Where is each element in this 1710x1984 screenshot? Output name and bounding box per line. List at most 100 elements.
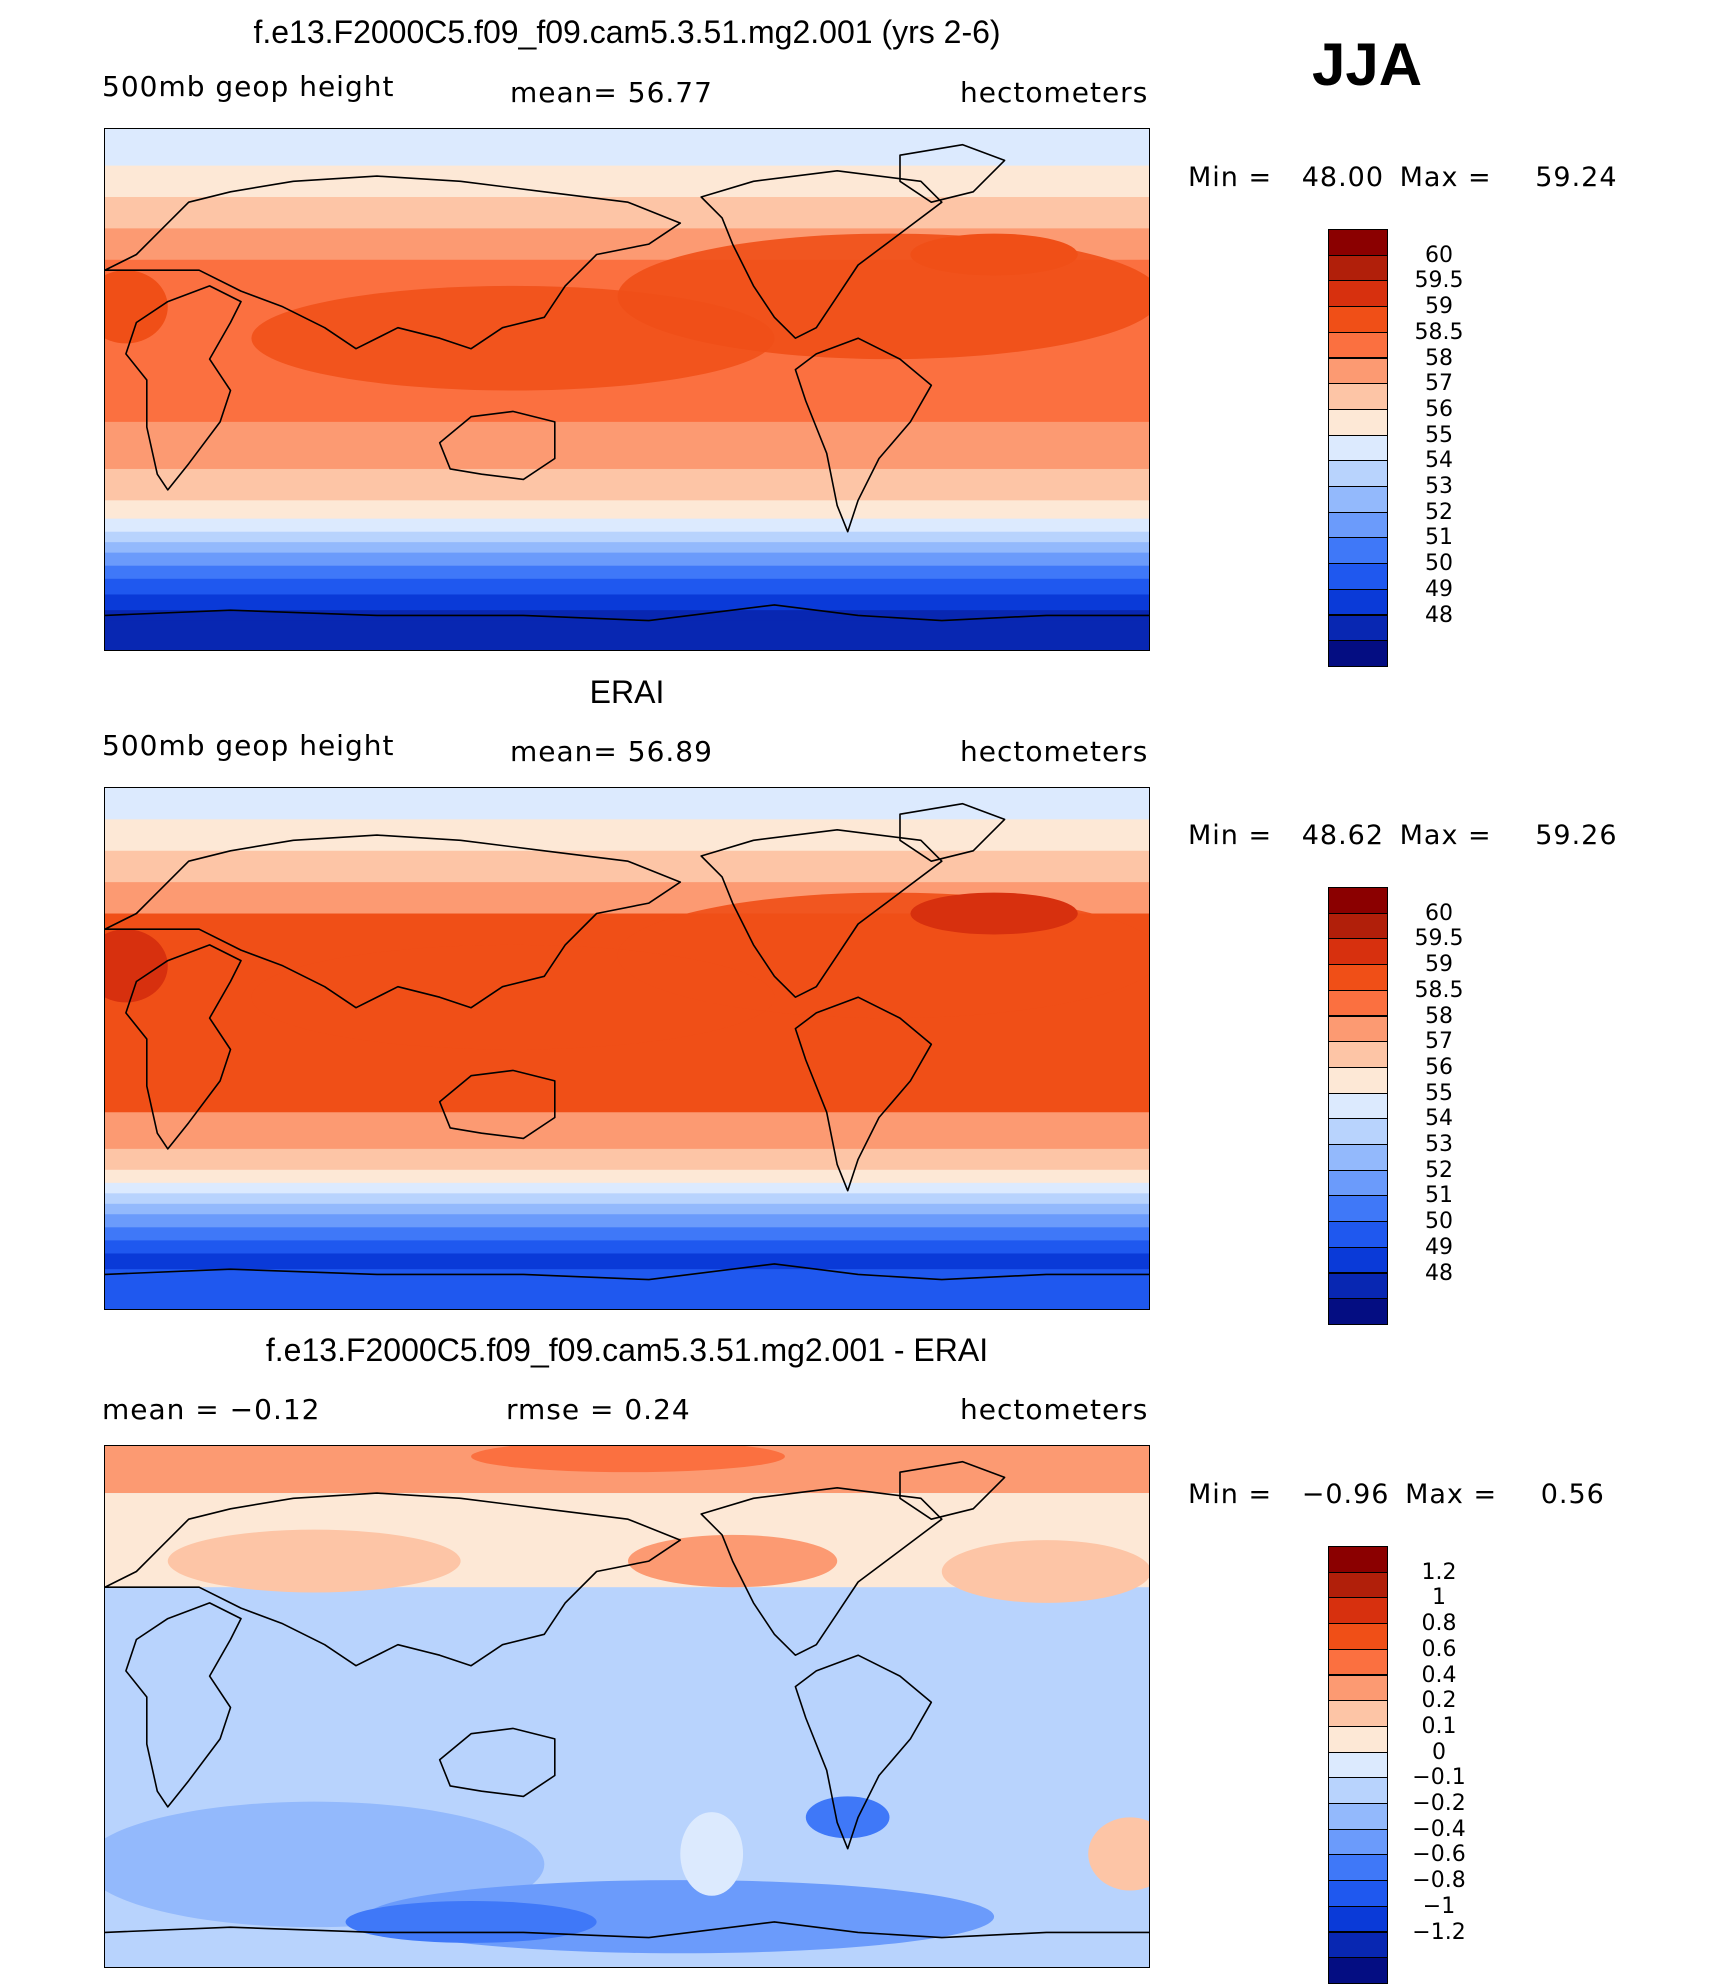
- map-obs: [104, 787, 1150, 1310]
- contour-band: [105, 1227, 1149, 1242]
- max-value: 0.56: [1540, 1479, 1605, 1510]
- rmse-label: rmse = 0.24: [506, 1393, 691, 1426]
- colorbar-box: [1328, 306, 1388, 333]
- variable-label: 500mb geop height: [102, 70, 395, 103]
- negative-anomaly: [805, 1796, 890, 1839]
- coastline: [794, 1654, 933, 1850]
- colorbar-box: [1328, 511, 1388, 539]
- coastline: [438, 1069, 556, 1140]
- colorbar-tick-label: −1.2: [1412, 1919, 1466, 1945]
- coastline: [125, 1602, 242, 1808]
- colorbar-tick-label: 0.6: [1421, 1636, 1457, 1662]
- colorbar-tick-label: 58: [1425, 1003, 1453, 1029]
- colorbar-box: [1328, 1880, 1388, 1907]
- coastline: [438, 1727, 556, 1798]
- contour-band: [105, 1193, 1149, 1205]
- contour-band: [105, 518, 1149, 533]
- contour-band: [105, 819, 1149, 852]
- colorbar-box: [1328, 1957, 1388, 1984]
- min-max-readout: Min = 48.00 Max = 59.24: [1188, 162, 1618, 193]
- positive-anomaly: [167, 1529, 461, 1593]
- contour-band: [105, 594, 1149, 612]
- contour-band: [105, 1214, 1149, 1229]
- colorbar-diff: 1.2 1 0.8 0.6 0.4 0.2 0.1 0 −0.1 −0.2 −0.4 −0.6 −0.8…: [1328, 1546, 1466, 1984]
- panel-title: f.e13.F2000C5.f09_f09.cam5.3.51.mg2.001 …: [265, 1332, 989, 1368]
- coastline: [105, 1921, 1149, 1939]
- colorbar-box: [1328, 1169, 1388, 1197]
- colorbar-box: [1328, 887, 1388, 914]
- colorbar-box: [1328, 254, 1388, 282]
- min-value: 48.00: [1301, 162, 1385, 193]
- colorbar-tick-label: 58.5: [1414, 319, 1464, 345]
- coastline: [438, 410, 556, 481]
- contour-band: [105, 542, 1149, 554]
- contour-band: [105, 1203, 1149, 1216]
- colorbar-tick-label: 56: [1425, 1054, 1453, 1080]
- colorbar-box: [1328, 1648, 1388, 1676]
- coastline: [105, 175, 682, 350]
- high-pressure-region: [105, 270, 168, 344]
- mean-label: mean = −0.12: [102, 1393, 321, 1426]
- colorbar-box: [1328, 1272, 1388, 1300]
- colorbar-tick-label: 53: [1425, 474, 1453, 499]
- colorbar-tick-label: 55: [1425, 1080, 1453, 1106]
- colorbar-box: [1328, 1195, 1388, 1223]
- colorbar-box: [1328, 1118, 1388, 1145]
- colorbar-obs: 60 59.5 59 58.5 58 57 56 55 54 53 52 51 50 49 48: [1328, 887, 1463, 1325]
- positive-anomaly: [1088, 1817, 1149, 1891]
- high-pressure-region: [251, 285, 775, 391]
- colorbar-tick-label: −0.8: [1412, 1868, 1466, 1894]
- mean-label: mean= 56.89: [510, 735, 713, 768]
- colorbar-box: [1328, 1700, 1388, 1727]
- contour-band: [105, 421, 1149, 470]
- colorbar-model: 60 59.5 59 58.5 58 57 56 55 54 53 52 51 50 49 48: [1328, 229, 1463, 667]
- coastline: [105, 834, 682, 1009]
- colorbar-box: [1328, 460, 1388, 487]
- colorbar-tick-label: 1: [1432, 1585, 1446, 1611]
- coastline: [125, 285, 242, 491]
- colorbar-tick-label: 0: [1432, 1739, 1446, 1765]
- colorbar-tick-label: 57: [1425, 1029, 1453, 1055]
- contour-band: [105, 531, 1149, 544]
- colorbar-box: [1328, 1803, 1388, 1830]
- colorbar-tick-label: 53: [1425, 1132, 1453, 1157]
- near-zero-region: [680, 1812, 744, 1896]
- high-pressure-region: [105, 929, 168, 1003]
- colorbar-tick-label: 50: [1425, 551, 1453, 577]
- colorbar-tick-label: 56: [1425, 396, 1453, 422]
- colorbar-box: [1328, 1571, 1388, 1599]
- colorbar-tick-label: 54: [1425, 448, 1453, 474]
- colorbar-box: [1328, 588, 1388, 616]
- colorbar-tick-label: 0.8: [1421, 1611, 1457, 1637]
- colorbar-box: [1328, 938, 1388, 966]
- colorbar-box: [1328, 1066, 1388, 1094]
- negative-anomaly: [345, 1901, 597, 1943]
- colorbar-tick-label: −1: [1422, 1893, 1456, 1919]
- colorbar-box: [1328, 1828, 1388, 1856]
- colorbar-box: [1328, 1298, 1388, 1325]
- colorbar-box: [1328, 486, 1388, 513]
- colorbar-box: [1328, 1246, 1388, 1274]
- contour-band: [105, 500, 1149, 520]
- colorbar-tick-label: 60: [1425, 242, 1453, 268]
- coastline: [700, 169, 943, 339]
- colorbar-box: [1328, 1725, 1388, 1753]
- max-label: Max =: [1405, 1479, 1498, 1510]
- colorbar-tick-label: 59: [1425, 952, 1453, 978]
- min-label: Min =: [1188, 1479, 1273, 1510]
- colorbar-tick-label: 54: [1425, 1106, 1453, 1132]
- colorbar-tick-label: 52: [1425, 499, 1453, 525]
- colorbar-tick-label: 0.4: [1421, 1662, 1457, 1688]
- contour-band: [105, 1112, 1149, 1150]
- high-pressure-region: [910, 233, 1078, 276]
- high-pressure-region: [910, 892, 1078, 935]
- variable-label: 500mb geop height: [102, 729, 395, 762]
- colorbar-tick-label: 51: [1425, 525, 1453, 551]
- colorbar-box: [1328, 1854, 1388, 1882]
- min-value: −0.96: [1301, 1479, 1390, 1510]
- colorbar-box: [1328, 964, 1388, 991]
- max-value: 59.24: [1535, 162, 1618, 193]
- colorbar-tick-label: 52: [1425, 1157, 1453, 1183]
- colorbar-tick-label: −0.6: [1412, 1842, 1466, 1868]
- coastline: [700, 828, 943, 998]
